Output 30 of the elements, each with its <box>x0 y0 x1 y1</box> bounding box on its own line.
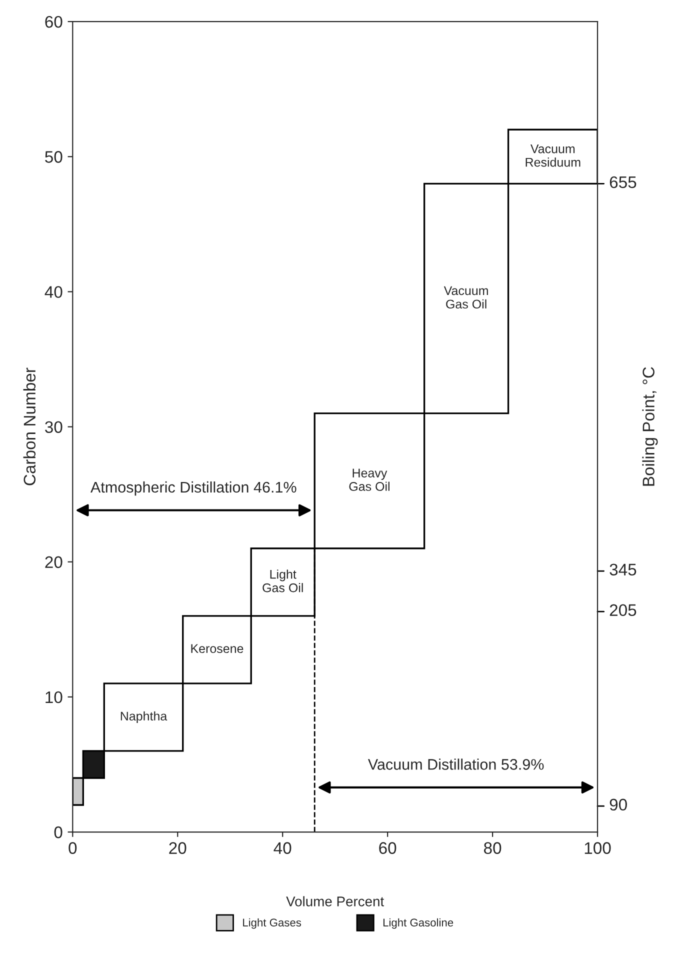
y-tick-label: 60 <box>45 16 62 28</box>
series-label: Kerosene <box>191 644 244 654</box>
annotation: Atmospheric Distillation 46.1% <box>90 481 296 496</box>
series-label: Naphtha <box>120 711 168 724</box>
x-tick-label: 20 <box>169 842 186 854</box>
x-axis-title: Volume Percent <box>286 896 384 906</box>
y-tick-label: 40 <box>44 286 62 298</box>
text: 655 <box>610 176 636 188</box>
y-tick-label: 10 <box>46 691 62 704</box>
series-label: Vacuum Residuum <box>526 144 580 167</box>
text: 345 <box>610 564 636 576</box>
series-label: Heavy Gas Oil <box>349 468 390 491</box>
y2-axis-title: Boiling Point, °C <box>642 367 658 486</box>
legend-label: Light Gasoline <box>383 918 454 929</box>
annotation: Vacuum Distillation 53.9% <box>368 758 544 770</box>
y-tick-label: 50 <box>45 151 62 163</box>
x-tick-label: 60 <box>379 842 396 854</box>
series-label: Vacuum Gas Oil <box>444 286 488 309</box>
x-tick-label: 80 <box>484 842 502 854</box>
text: 205 <box>610 604 636 616</box>
x-tick-label: 100 <box>584 842 611 854</box>
y-tick-label: 20 <box>45 556 62 568</box>
y-tick-label: 30 <box>45 421 62 433</box>
legend-label: Light Gases <box>243 918 302 929</box>
y-tick-label: 0 <box>54 826 62 838</box>
text: 90 <box>610 798 627 811</box>
x-tick-label: 0 <box>68 842 77 854</box>
x-tick-label: 40 <box>274 842 292 854</box>
y-axis-title: Carbon Number <box>23 368 36 486</box>
series-label: Light Gas Oil <box>262 570 303 592</box>
